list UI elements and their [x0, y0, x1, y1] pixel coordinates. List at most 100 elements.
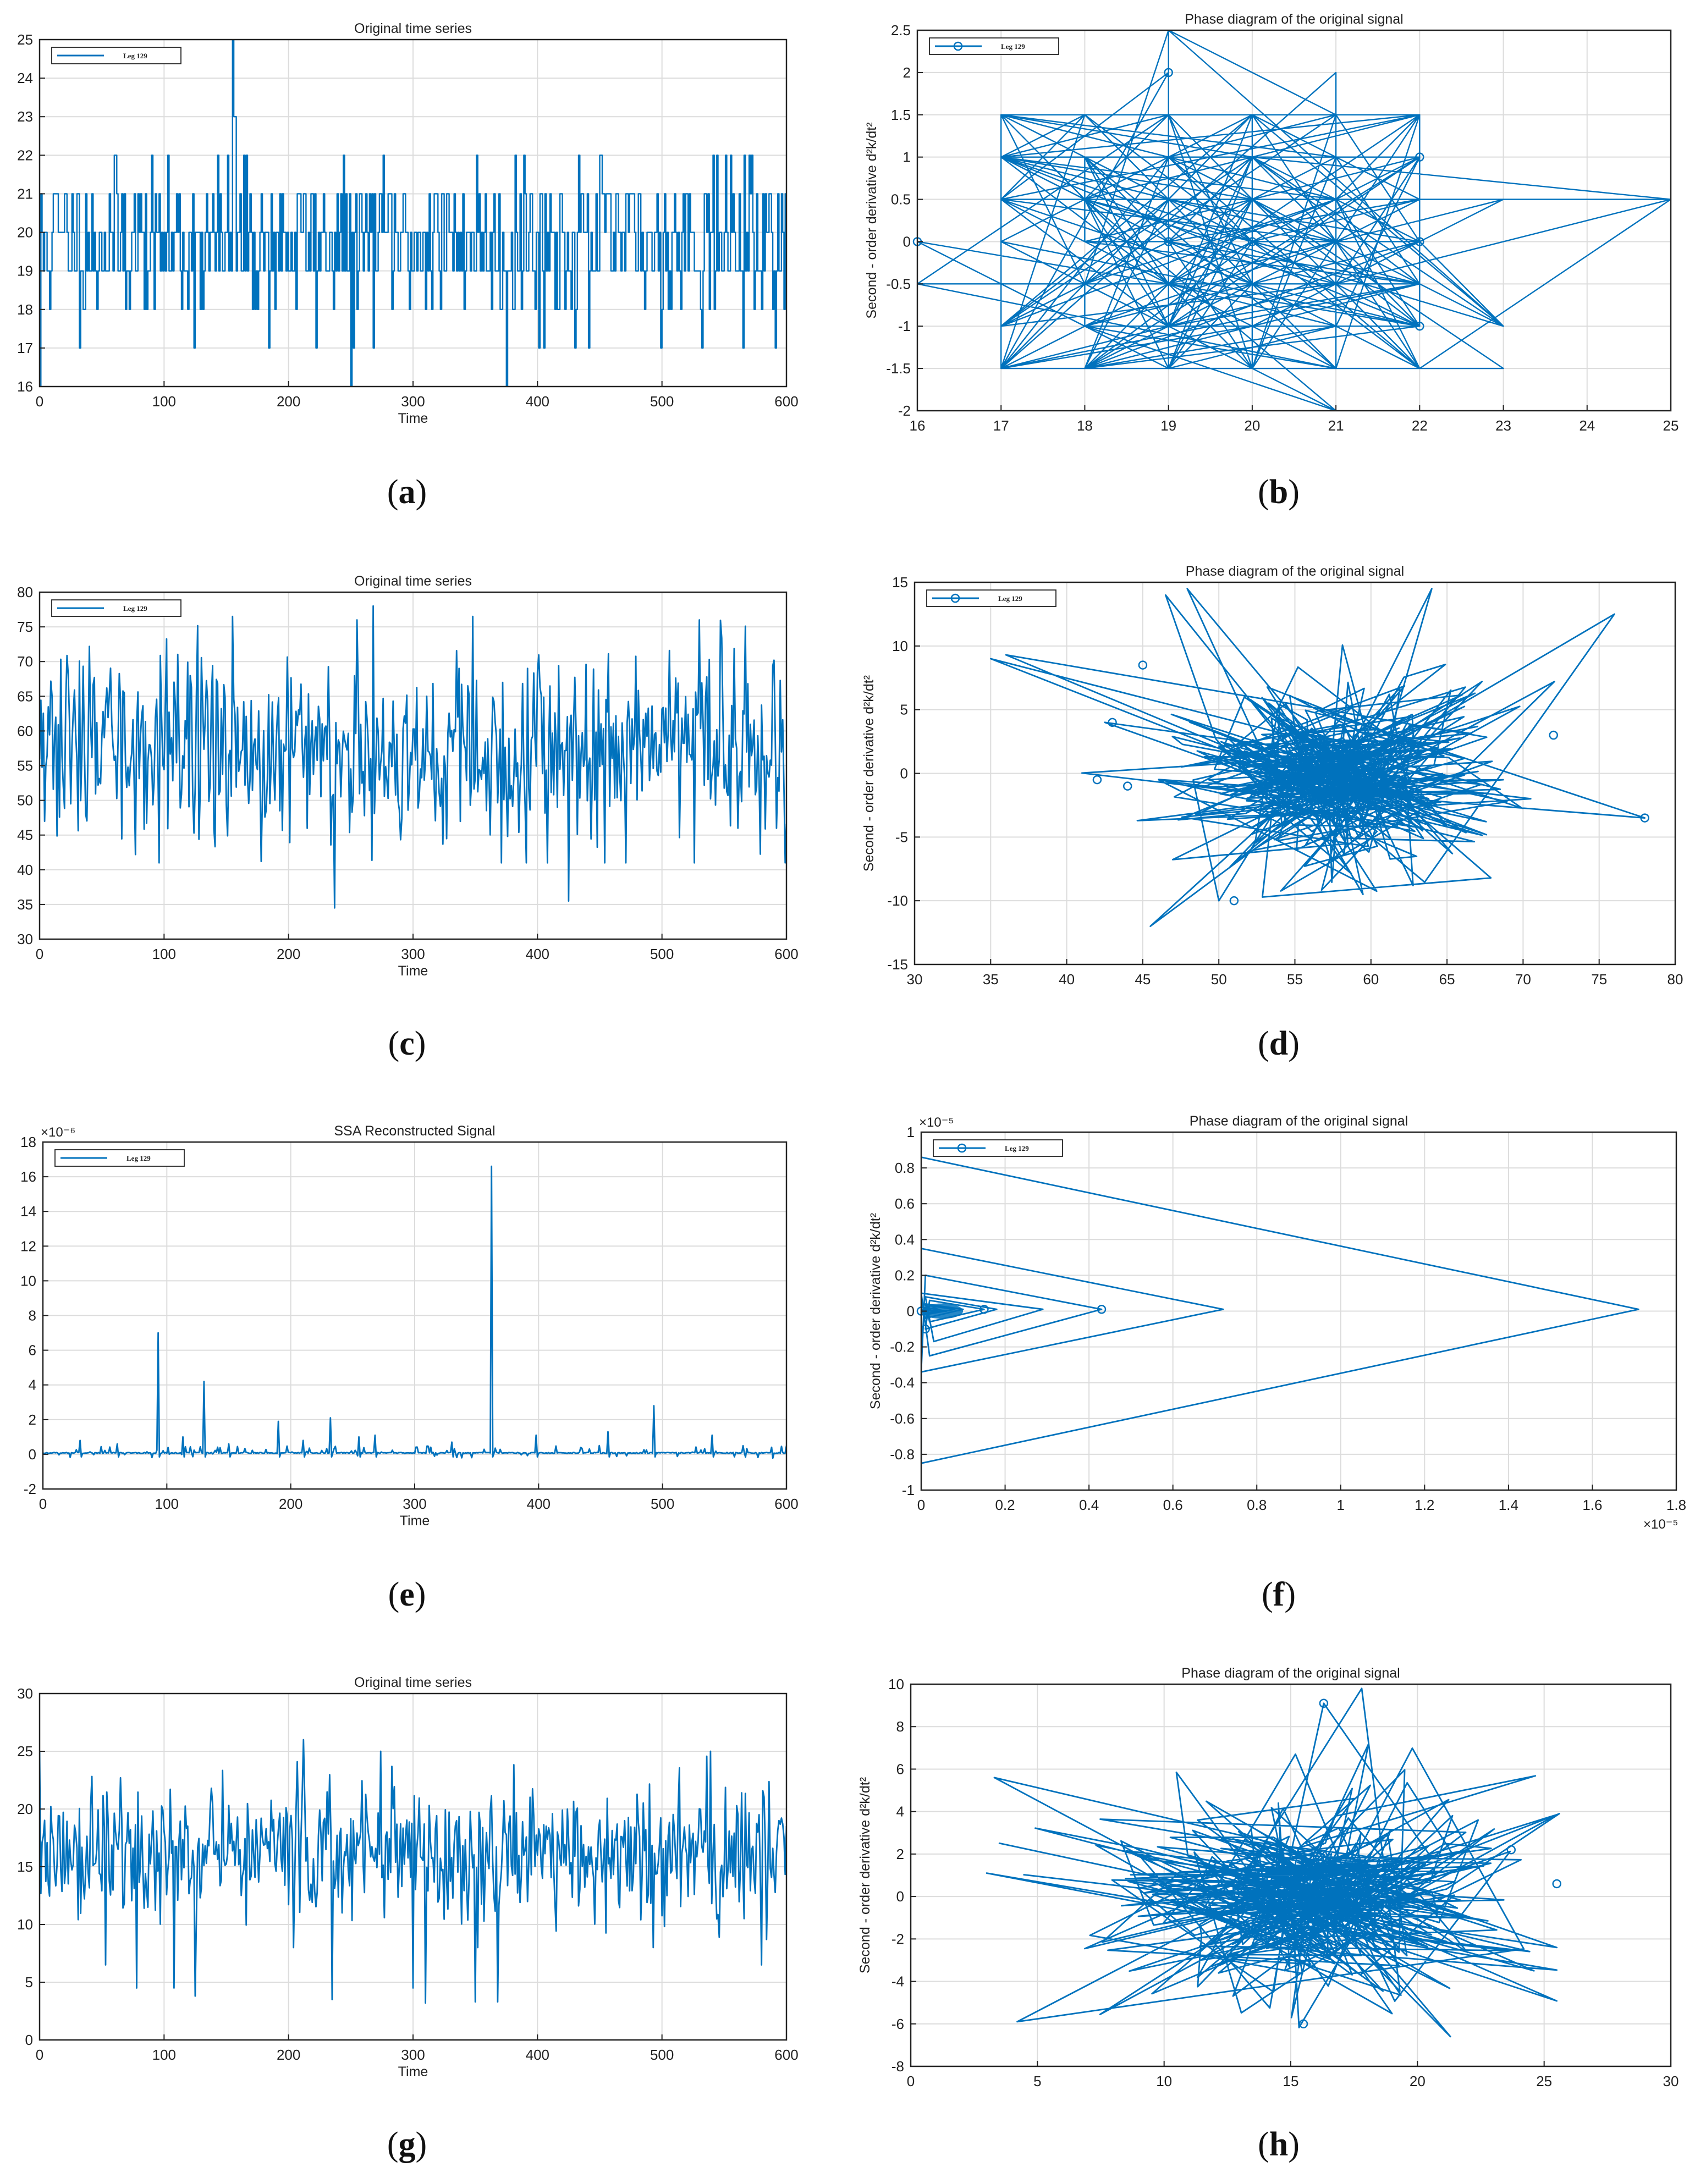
x-tick-label: 200 [279, 1496, 302, 1512]
y-tick-label: 17 [17, 340, 33, 356]
panel-caption-letter: a [399, 473, 416, 511]
y-tick-label: 5 [25, 1974, 33, 1990]
data-marker [1164, 237, 1173, 246]
x-tick-label: 100 [152, 393, 176, 410]
chart-title: Original time series [354, 1675, 472, 1690]
data-marker [1247, 237, 1257, 246]
chart-h: 0 5 10 15 20 25 30 -8 -6 -4 -2 0 2 4 6 8 10 Phase diagram… [857, 1665, 1679, 2163]
y-tick-label: 2.5 [891, 22, 911, 38]
data-marker [1298, 2019, 1308, 2029]
x-tick-label: 1.8 [1666, 1497, 1686, 1513]
y-tick-label: 20 [17, 1801, 33, 1817]
y-axis-label: Second - order derivative d²k/dt² [864, 122, 879, 318]
data-marker [1138, 660, 1148, 670]
y-tick-label: 21 [17, 185, 33, 202]
panel-caption-letter: e [399, 1576, 415, 1613]
y-tick-label: 18 [17, 301, 33, 318]
y-tick-label: 4 [29, 1377, 36, 1393]
chart-title: Phase diagram of the original signal [1181, 1665, 1400, 1681]
x-tick-label: 100 [152, 946, 176, 962]
panel-caption-letter: d [1269, 1025, 1288, 1062]
y-tick-label: 12 [20, 1238, 36, 1254]
data-marker [1640, 813, 1649, 823]
chart-e: 0 100 200 300 400 500 600-2024681012141618SSA … [20, 1123, 799, 1613]
x-tick-label: 0.4 [1079, 1497, 1099, 1513]
panel-caption: (b) [1258, 473, 1300, 511]
x-tick-label: 600 [774, 393, 798, 410]
y-tick-label: 22 [17, 147, 33, 163]
y-tick-label: -10 [887, 892, 908, 909]
y-tick-label: 1 [907, 1124, 915, 1140]
x-tick-label: 55 [1287, 971, 1303, 988]
y-tick-label: -1 [902, 1482, 915, 1498]
x-tick-label: 600 [774, 946, 798, 962]
chart-b: 16 17 18 19 20 21 22 23 24 25 -2 -1.5 -1 -0.5 0 0.5 1 1.5… [864, 12, 1679, 511]
y-exponent-label: ×10⁻⁶ [41, 1125, 75, 1140]
x-axis-label: Time [398, 963, 428, 979]
y-exponent-label: ×10⁻⁵ [919, 1115, 954, 1130]
y-tick-label: 45 [17, 827, 33, 843]
panel-caption-letter: f [1273, 1576, 1285, 1613]
data-marker [979, 1304, 989, 1314]
y-tick-label: -5 [895, 829, 908, 845]
panel-caption: (c) [388, 1025, 426, 1062]
y-tick-label: -6 [891, 2016, 904, 2032]
y-tick-label: 8 [29, 1308, 36, 1324]
series-line-d-0 [989, 588, 1646, 927]
chart-title: SSA Reconstructed Signal [334, 1123, 495, 1139]
y-tick-label: 35 [17, 896, 33, 913]
x-tick-label: 0.6 [1163, 1497, 1183, 1513]
legend-box [929, 37, 1059, 55]
x-tick-label: 400 [526, 2047, 549, 2063]
data-marker [1415, 237, 1424, 246]
y-tick-label: 15 [892, 574, 908, 591]
dense-cluster [921, 1303, 964, 1319]
series-line-h-0 [986, 1687, 1560, 2038]
chart-d: 30 35 40 45 50 55 60 65 70 75 80 -15 -10 -5 0 5 10 15 Phas… [861, 564, 1683, 1062]
x-tick-label: 200 [277, 2047, 300, 2063]
y-tick-label: 55 [17, 758, 33, 774]
data-marker [1097, 1304, 1107, 1314]
y-tick-label: 14 [20, 1203, 36, 1220]
x-tick-label: 80 [1668, 971, 1683, 988]
x-tick-label: 22 [1412, 417, 1428, 434]
x-tick-label: 1 [1337, 1497, 1345, 1513]
x-tick-label: 45 [1135, 971, 1151, 988]
y-axis-label: Second - order derivative d²k/dt² [861, 675, 877, 872]
panel-caption: (d) [1258, 1025, 1300, 1062]
legend-marker [957, 1143, 967, 1153]
y-tick-label: 0.6 [895, 1195, 915, 1212]
panel-caption: (g) [387, 2126, 427, 2163]
axes-frame [916, 29, 1672, 412]
x-tick-label: 1.6 [1582, 1497, 1602, 1513]
x-tick-label: 75 [1591, 971, 1607, 988]
x-tick-label: 500 [650, 946, 674, 962]
x-tick-label: 300 [401, 946, 425, 962]
x-tick-label: 25 [1663, 417, 1679, 434]
y-tick-label: 60 [17, 723, 33, 739]
x-tick-label: 5 [1033, 2073, 1041, 2089]
x-exponent-label: ×10⁻⁵ [1643, 1517, 1678, 1532]
y-tick-label: 0.2 [895, 1267, 915, 1283]
data-marker [1122, 781, 1132, 791]
panel-caption: (a) [387, 473, 427, 511]
x-tick-label: 21 [1328, 417, 1344, 434]
y-tick-label: 6 [896, 1761, 904, 1777]
y-tick-label: 8 [896, 1718, 904, 1735]
data-marker [1092, 775, 1102, 785]
data-marker [1164, 68, 1173, 78]
y-tick-label: 4 [896, 1804, 904, 1820]
y-tick-label: -2 [24, 1481, 36, 1497]
y-tick-label: -0.2 [890, 1339, 915, 1355]
x-tick-label: 1.4 [1499, 1497, 1518, 1513]
x-tick-label: 300 [401, 2047, 425, 2063]
panel-caption: (h) [1258, 2126, 1300, 2163]
chart-g: 0 100 200 300 400 500 600 0 5 10 15 20 25 30 Original … [17, 1675, 799, 2163]
x-axis-label: Time [398, 411, 428, 426]
series-line-a-0 [40, 40, 786, 387]
x-tick-label: 100 [155, 1496, 179, 1512]
data-marker [1506, 1845, 1516, 1855]
y-tick-label: 5 [900, 702, 908, 718]
y-tick-label: 16 [20, 1168, 36, 1185]
